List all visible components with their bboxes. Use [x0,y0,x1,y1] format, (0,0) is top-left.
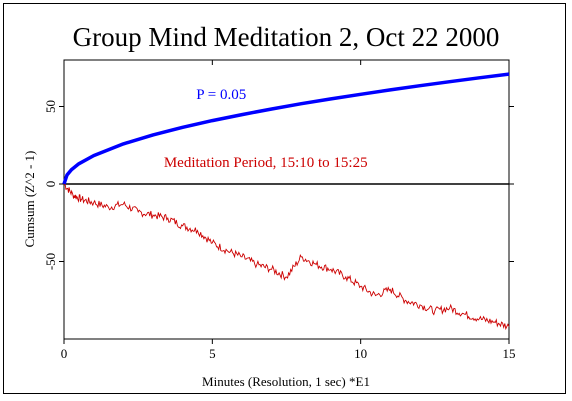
plot-area [63,59,510,340]
chart-title: Group Mind Meditation 2, Oct 22 2000 [72,22,500,52]
y-tick-label: 50 [43,100,58,113]
y-axis-label: Cumsum (Z^2 - 1) [22,151,37,248]
x-tick-label: 0 [61,346,68,361]
y-tick-label: 0 [43,181,58,188]
series-deviation-line [63,183,510,331]
x-tick-label: 15 [503,346,516,361]
chart-annotation: P = 0.05 [196,87,246,103]
x-tick-label: 5 [209,346,216,361]
series-p005-line [62,72,510,185]
y-tick-label: -50 [43,253,58,270]
chart-annotation: Meditation Period, 15:10 to 15:25 [164,155,368,171]
chart-frame [3,3,566,394]
x-axis-label: Minutes (Resolution, 1 sec) *E1 [202,374,370,389]
x-tick-label: 10 [354,346,367,361]
